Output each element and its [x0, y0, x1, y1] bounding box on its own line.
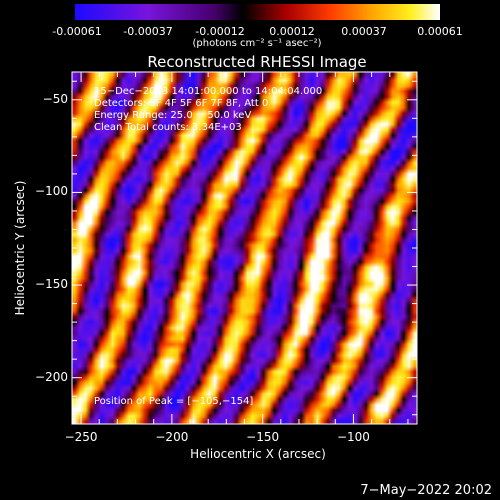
- colorbar-tick-label: 0.00037: [341, 25, 387, 38]
- colorbar-tick-label: 0.00061: [417, 25, 463, 38]
- colorbar-tick-label: 0.00012: [269, 25, 315, 38]
- annotation-counts: Clean Total counts: 3.34E+03: [94, 122, 242, 133]
- y-axis-label: Heliocentric Y (arcsec): [13, 180, 27, 316]
- colorbar-unit-label: (photons cm⁻² s⁻¹ asec⁻²): [192, 38, 322, 49]
- x-axis-label: Heliocentric X (arcsec): [190, 447, 326, 461]
- x-tick-label: −100: [336, 430, 370, 444]
- y-tick-label: −200: [35, 369, 68, 384]
- y-tick-label: −50: [42, 91, 68, 106]
- axis-ticks: [72, 72, 417, 424]
- annotation-detectors: Detectors: 3F 4F 5F 6F 7F 8F, Att 0: [94, 98, 269, 109]
- annotation-energy: Energy Range: 25.0 − 50.0 keV: [94, 110, 252, 121]
- footer-date: 7−May−2022 20:02: [360, 483, 492, 498]
- annotation-time: 15−Dec−2003 14:01:00.000 to 14:04:04.000: [94, 86, 323, 97]
- y-tick-label: −150: [35, 277, 68, 292]
- y-tick-label: −100: [35, 184, 68, 199]
- peak-position-label: Position of Peak = [−105,−154]: [94, 396, 254, 407]
- colorbar-tick-label: -0.00012: [195, 25, 245, 38]
- x-tick-label: −200: [155, 430, 189, 444]
- x-tick-label: −150: [246, 430, 280, 444]
- colorbar-tick-label: -0.00061: [52, 25, 102, 38]
- chart-title: Reconstructed RHESSI Image: [147, 53, 367, 71]
- colorbar: [75, 4, 440, 20]
- heatmap-image: [72, 72, 417, 424]
- colorbar-tick-label: -0.00037: [123, 25, 173, 38]
- x-tick-label: −250: [64, 430, 98, 444]
